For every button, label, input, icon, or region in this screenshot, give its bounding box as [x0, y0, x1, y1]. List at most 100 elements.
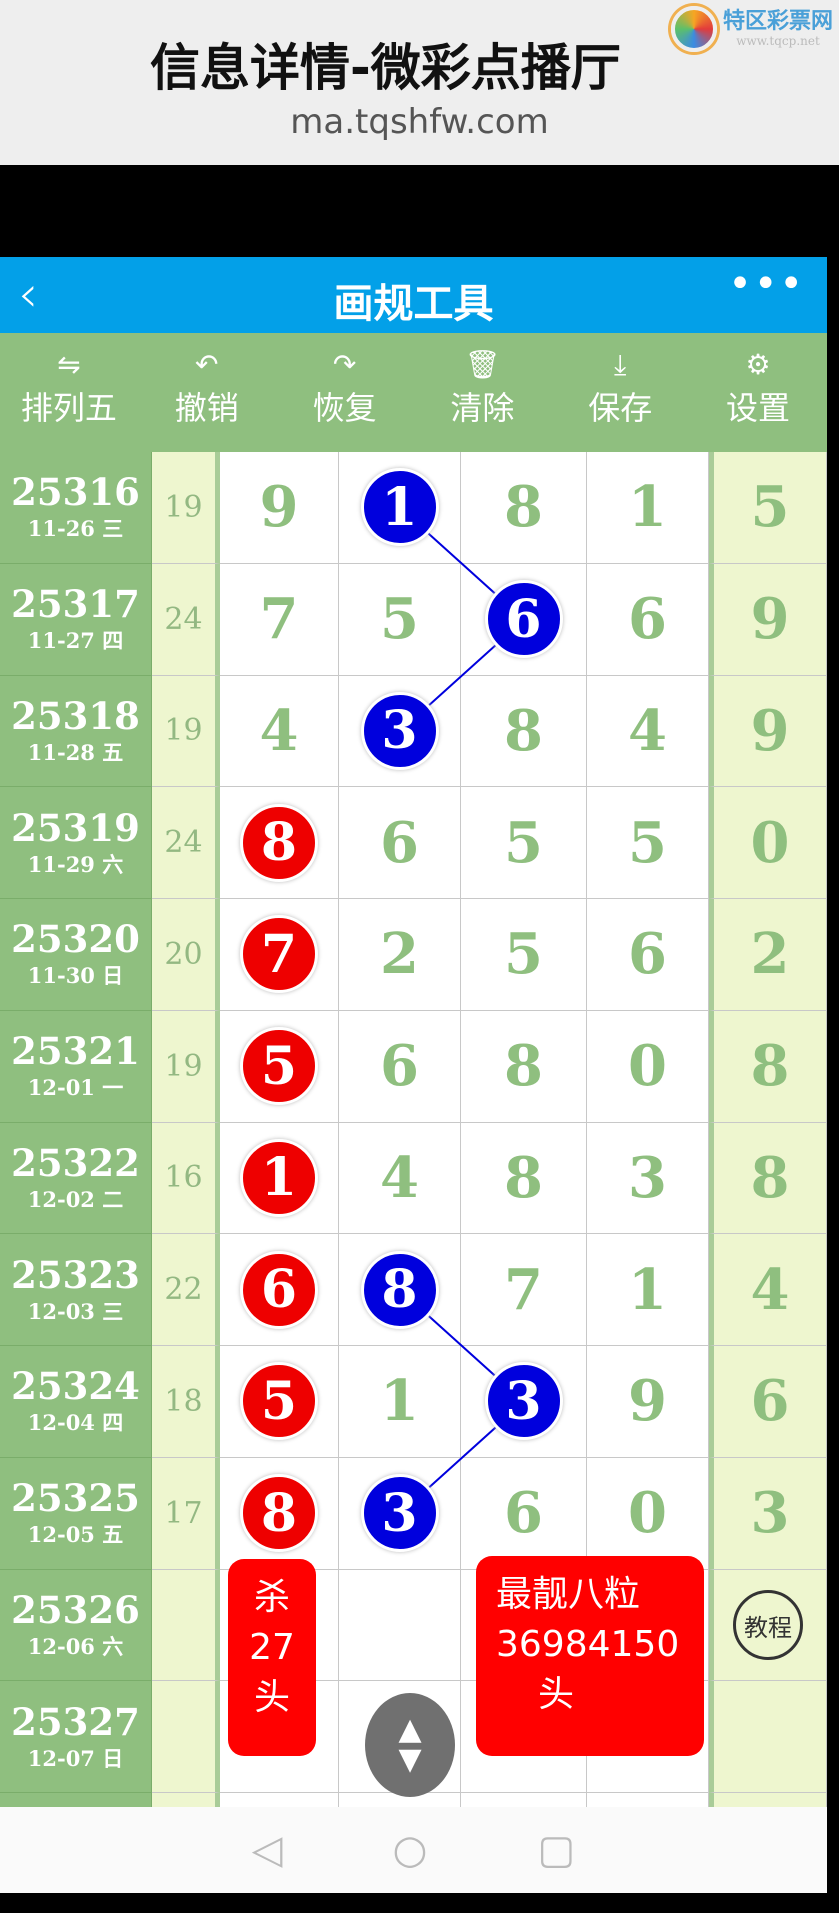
issue-number: 25326: [11, 1587, 140, 1632]
issue-date: 12-03 三: [27, 1298, 124, 1324]
recent-square-icon[interactable]: ▢: [537, 1827, 576, 1873]
issue-date: 11-27 四: [27, 628, 124, 654]
scroll-toggle-button[interactable]: ▲ ▼: [365, 1693, 455, 1797]
digit-cell[interactable]: 4: [220, 675, 339, 788]
digit-cell[interactable]: 5: [339, 563, 461, 676]
digit-cell[interactable]: 5: [461, 899, 587, 1011]
digit-cell[interactable]: 5: [587, 787, 709, 899]
toolbar-button-2[interactable]: ↷ 恢复: [276, 333, 414, 452]
digit-cell[interactable]: 6: [220, 1234, 339, 1346]
digit-cell[interactable]: [709, 1681, 827, 1793]
digit-cell[interactable]: 4: [587, 675, 709, 788]
red-ball-mark[interactable]: 5: [240, 1362, 318, 1441]
red-ball-mark[interactable]: 1: [240, 1138, 318, 1217]
kill-note-box[interactable]: 杀 27 头: [228, 1559, 316, 1756]
blue-ball-mark[interactable]: 1: [360, 468, 439, 547]
digit-cell[interactable]: 0: [587, 1457, 709, 1570]
digit-cell[interactable]: [461, 1793, 587, 1807]
digit-cell[interactable]: 5: [461, 787, 587, 899]
toolbar-button-4[interactable]: ⤓ 保存: [551, 333, 689, 452]
digit-cell[interactable]: 5: [220, 1346, 339, 1458]
digit-cell[interactable]: 7: [220, 899, 339, 1011]
toolbar-button-1[interactable]: ↶ 撤销: [138, 333, 276, 452]
digit-cell[interactable]: 1: [339, 452, 461, 564]
digit-cell[interactable]: 1: [587, 452, 709, 564]
issue-date: 12-07 日: [27, 1745, 124, 1771]
back-triangle-icon[interactable]: ◁: [251, 1827, 283, 1873]
digit-cell[interactable]: [220, 1793, 339, 1807]
blue-ball-mark[interactable]: 3: [484, 1362, 563, 1441]
toolbar-button-5[interactable]: ⚙ 设置: [689, 333, 827, 452]
banner-url: ma.tqshfw.com: [290, 102, 549, 142]
digit-cell[interactable]: 1: [220, 1122, 339, 1235]
digit-cell[interactable]: 2: [709, 899, 827, 1011]
issue-number: 25321: [11, 1029, 140, 1074]
sum-cell: 22: [152, 1234, 220, 1346]
blue-ball-mark[interactable]: 8: [360, 1250, 439, 1329]
digit-cell[interactable]: 3: [709, 1457, 827, 1570]
digit-cell[interactable]: 6: [587, 563, 709, 676]
digit-cell[interactable]: 6: [461, 563, 587, 676]
digit-cell[interactable]: 0: [587, 1010, 709, 1123]
digit-cell[interactable]: 6: [587, 899, 709, 1011]
issue-cell: 25326 12-06 六: [0, 1569, 152, 1682]
red-ball-mark[interactable]: 5: [240, 1027, 318, 1106]
digit-cell[interactable]: 6: [339, 787, 461, 899]
digit-cell[interactable]: 4: [709, 1234, 827, 1346]
best-eight-note-box[interactable]: 最靓八粒 36984150 头: [476, 1556, 704, 1756]
digit-cell[interactable]: 9: [220, 452, 339, 564]
digit-cell[interactable]: 8: [220, 1457, 339, 1570]
digit-cell[interactable]: 3: [339, 675, 461, 788]
digit-cell[interactable]: [587, 1793, 709, 1807]
digit-cell[interactable]: 0: [709, 787, 827, 899]
toolbar-icon: ⚙: [745, 348, 771, 381]
toolbar-icon: 🗑: [464, 348, 501, 381]
more-menu-button[interactable]: •••: [728, 261, 805, 307]
digit-cell[interactable]: 6: [709, 1346, 827, 1458]
digit-cell[interactable]: 2: [339, 899, 461, 1011]
tutorial-button[interactable]: 教程: [733, 1590, 803, 1660]
digit-cell[interactable]: 8: [339, 1234, 461, 1346]
digit-cell[interactable]: 8: [461, 675, 587, 788]
blue-ball-mark[interactable]: 3: [360, 1474, 439, 1553]
digit-cell[interactable]: 9: [709, 675, 827, 788]
toolbar-button-0[interactable]: ⇋ 排列五: [0, 333, 138, 452]
home-circle-icon[interactable]: ○: [392, 1827, 428, 1873]
digit-cell[interactable]: 6: [461, 1457, 587, 1570]
digit-cell[interactable]: 9: [709, 563, 827, 676]
blue-ball-mark[interactable]: 3: [360, 691, 439, 770]
digit-cell[interactable]: 8: [709, 1122, 827, 1235]
back-button[interactable]: ‹: [18, 265, 38, 323]
red-ball-mark[interactable]: 8: [240, 1474, 318, 1553]
digit-cell[interactable]: 8: [461, 452, 587, 564]
digit-cell[interactable]: [709, 1793, 827, 1807]
digit-cell[interactable]: 8: [709, 1010, 827, 1123]
digit-cell[interactable]: 8: [461, 1122, 587, 1235]
red-ball-mark[interactable]: 7: [240, 915, 318, 994]
watermark-logo: 特区彩票网 www.tqcp.net: [670, 6, 833, 52]
digit-cell[interactable]: [339, 1569, 461, 1682]
digit-cell[interactable]: 9: [587, 1346, 709, 1458]
digit-cell[interactable]: 8: [220, 787, 339, 899]
digit-cell[interactable]: 3: [339, 1457, 461, 1570]
red-ball-mark[interactable]: 6: [240, 1250, 318, 1329]
digit-cell[interactable]: 5: [709, 452, 827, 564]
digit-cell[interactable]: 3: [461, 1346, 587, 1458]
logo-swirl-icon: [670, 6, 717, 52]
digit-cell[interactable]: 7: [220, 563, 339, 676]
blue-ball-mark[interactable]: 6: [484, 580, 563, 659]
digit-cell[interactable]: 8: [461, 1010, 587, 1123]
red-ball-mark[interactable]: 8: [240, 803, 318, 882]
digit-cell[interactable]: 6: [339, 1010, 461, 1123]
digit-cell[interactable]: 7: [461, 1234, 587, 1346]
issue-number: 25324: [11, 1364, 140, 1409]
digit-cell[interactable]: 4: [339, 1122, 461, 1235]
digit-cell[interactable]: 3: [587, 1122, 709, 1235]
issue-cell: 25321 12-01 一: [0, 1010, 152, 1123]
digit-cell[interactable]: 1: [339, 1346, 461, 1458]
toolbar-button-3[interactable]: 🗑 清除: [413, 333, 551, 452]
digit-cell[interactable]: 5: [220, 1010, 339, 1123]
digit-cell[interactable]: [339, 1793, 461, 1807]
sum-cell: 24: [152, 787, 220, 899]
digit-cell[interactable]: 1: [587, 1234, 709, 1346]
